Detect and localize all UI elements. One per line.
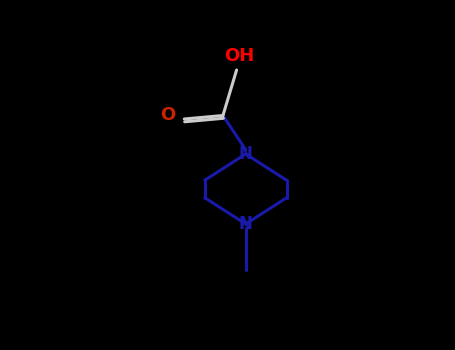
Text: OH: OH (224, 47, 254, 65)
Text: O: O (160, 106, 175, 125)
Text: N: N (239, 145, 253, 163)
Text: N: N (239, 215, 253, 233)
